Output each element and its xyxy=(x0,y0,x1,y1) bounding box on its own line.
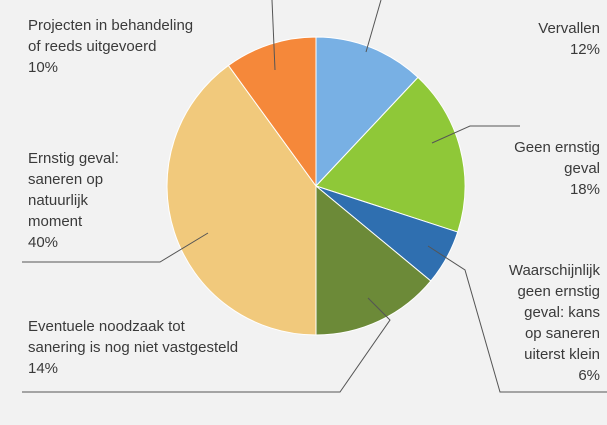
slice-label-line: Waarschijnlijk xyxy=(509,262,601,279)
pie-slice-projecten-in-behandeling-of-reed xyxy=(227,36,317,188)
slice-label-line: Eventuele noodzaak tot xyxy=(28,318,186,335)
pie-slice-eventuele-noodzaak-tot-sanering- xyxy=(315,184,432,336)
leader-line-eventuele xyxy=(22,297,391,393)
leader-line-vervallen xyxy=(365,0,382,53)
slice-label-line: op saneren xyxy=(525,325,600,342)
slice-labels: Vervallen 12% Geen ernstig geval 18% Waarschi… xyxy=(28,17,600,384)
pie-slices xyxy=(166,36,466,336)
slice-label-line: geval xyxy=(564,160,600,177)
slice-value: 10% xyxy=(28,59,58,76)
slice-label-line: uiterst klein xyxy=(524,346,600,363)
slice-label-eventuele-noodzaak-tot-sanering-: Eventuele noodzaak tot sanering is nog ni… xyxy=(28,318,238,377)
slice-label-ernstig-geval-saneren-op-natuurl: Ernstig geval: saneren op natuurlijk moment… xyxy=(28,150,119,251)
slice-label-line: Projecten in behandeling xyxy=(28,17,193,34)
slice-label-line: of reeds uitgevoerd xyxy=(28,38,156,55)
slice-label-line: sanering is nog niet vastgesteld xyxy=(28,339,238,356)
slice-value: 12% xyxy=(570,41,600,58)
slice-label-line: natuurlijk xyxy=(28,192,89,209)
slice-value: 40% xyxy=(28,234,58,251)
leader-line-geen-ernstig xyxy=(431,125,520,144)
slice-label-waarschijnlijk-geen-ernstig-geva: Waarschijnlijk geen ernstig geval: kans op … xyxy=(509,262,601,384)
slice-label-line: Vervallen xyxy=(538,20,600,37)
slice-label-line: geen ernstig xyxy=(517,283,600,300)
slice-value: 18% xyxy=(570,181,600,198)
pie-slice-geen-ernstig-geval xyxy=(315,76,466,233)
slice-label-line: saneren op xyxy=(28,171,103,188)
leader-line-projecten xyxy=(271,0,276,71)
slice-value: 6% xyxy=(578,367,600,384)
slice-label-projecten-in-behandeling-of-reed: Projecten in behandeling of reeds uitgevo… xyxy=(28,17,193,76)
pie-slice-vervallen xyxy=(315,36,419,188)
slice-label-line: Ernstig geval: xyxy=(28,150,119,167)
leader-lines xyxy=(22,0,607,393)
leader-line-ernstig xyxy=(22,232,209,263)
slice-label-line: moment xyxy=(28,213,83,230)
leader-line-waarschijnlijk xyxy=(427,245,607,393)
slice-value: 14% xyxy=(28,360,58,377)
pie-slice-ernstig-geval-saneren-op-natuurl xyxy=(166,64,317,336)
slice-label-vervallen: Vervallen 12% xyxy=(538,20,600,58)
slice-label-line: geval: kans xyxy=(524,304,600,321)
slice-label-geen-ernstig-geval: Geen ernstig geval 18% xyxy=(514,139,600,198)
slice-label-line: Geen ernstig xyxy=(514,139,600,156)
